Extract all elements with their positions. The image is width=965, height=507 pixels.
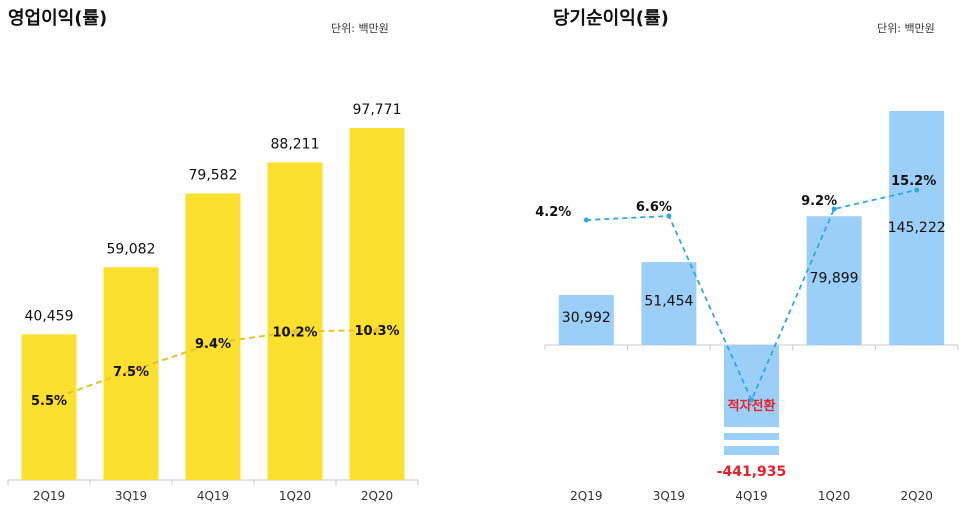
margin-label: 10.3%: [354, 324, 399, 339]
bar-value-label: 145,222: [888, 220, 946, 236]
unit-label-net-income: 단위: 백만원: [877, 22, 935, 35]
axis-break-gap: [722, 440, 781, 446]
margin-point: [583, 217, 589, 223]
margin-point: [831, 206, 837, 212]
margin-label: 7.5%: [113, 365, 149, 380]
axis-break-gap: [722, 427, 781, 433]
margin-point: [666, 213, 672, 219]
x-tick-label: 3Q19: [115, 489, 147, 503]
bar: [21, 334, 77, 480]
bar-value-label: 79,582: [189, 167, 238, 183]
margin-label: 5.5%: [31, 394, 67, 409]
x-tick-label: 3Q19: [653, 489, 685, 503]
margin-label: 6.6%: [636, 200, 672, 215]
bar-value-label: 40,459: [25, 308, 74, 324]
bar: [889, 111, 945, 345]
margin-point: [46, 397, 52, 403]
margin-label: 9.2%: [801, 194, 837, 209]
chart-title-net-income: 당기순이익(률): [553, 8, 669, 29]
x-tick-label: 2Q20: [361, 489, 393, 503]
bar: [806, 216, 862, 345]
x-tick-label: 4Q19: [197, 489, 229, 503]
x-tick-label: 1Q20: [279, 489, 311, 503]
chart-title-operating-profit: 영업이익(률): [8, 8, 108, 29]
margin-point: [292, 328, 298, 334]
bar-value-label: 30,992: [562, 310, 611, 326]
x-tick-label: 2Q19: [33, 489, 65, 503]
margin-point: [749, 397, 754, 403]
margin-point: [914, 187, 920, 193]
margin-label: 9.4%: [195, 337, 231, 352]
bar-value-label: 97,771: [353, 102, 402, 118]
margin-label: 15.2%: [891, 174, 936, 189]
bar-value-label: -441,935: [717, 464, 787, 480]
margin-point: [374, 327, 380, 333]
margin-label: 4.2%: [535, 205, 571, 220]
margin-point: [128, 368, 134, 374]
unit-label-operating-profit: 단위: 백만원: [331, 22, 389, 35]
bar-value-label: 51,454: [644, 294, 693, 310]
bar: [103, 267, 159, 480]
bar: [641, 262, 697, 345]
x-tick-label: 4Q19: [735, 489, 767, 503]
margin-line: [586, 189, 917, 403]
bar: [185, 193, 241, 481]
x-tick-label: 2Q19: [570, 489, 602, 503]
annotation-deficit-turn: 적자전환: [728, 398, 776, 414]
margin-label: 10.2%: [272, 325, 317, 340]
margin-point: [210, 340, 216, 346]
bar: [267, 162, 323, 480]
bar-value-label: 59,082: [107, 241, 156, 257]
x-tick-label: 2Q20: [901, 489, 933, 503]
bar-value-label: 88,211: [271, 136, 320, 152]
bar: [558, 295, 614, 345]
bar: [349, 128, 405, 480]
bar-value-label: 79,899: [810, 271, 859, 287]
x-tick-label: 1Q20: [818, 489, 850, 503]
